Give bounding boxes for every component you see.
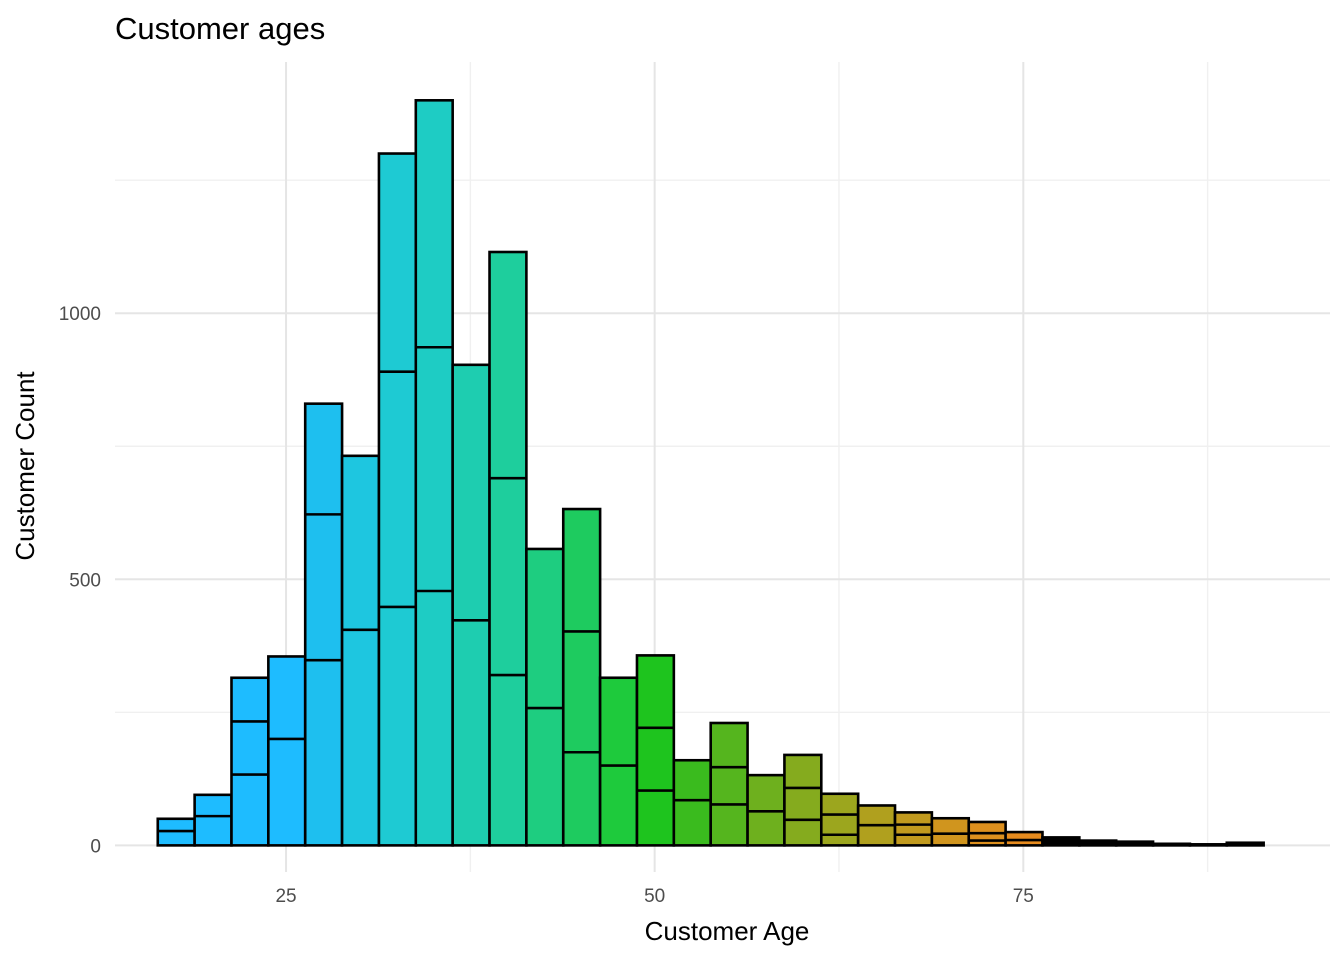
x-tick-label: 75 <box>1013 886 1034 907</box>
histogram-bar <box>893 811 934 847</box>
x-tick-label: 25 <box>275 886 296 907</box>
histogram-bar <box>1041 836 1081 847</box>
histogram-bar <box>525 547 565 847</box>
y-axis-label: Customer Count <box>10 371 40 561</box>
histogram-bar <box>1114 840 1155 847</box>
histogram-bar <box>303 402 344 847</box>
y-tick-label: 500 <box>69 570 101 591</box>
histogram-bar <box>377 152 418 847</box>
histogram-bar <box>1188 843 1229 847</box>
histogram-bar <box>1078 839 1118 847</box>
histogram-bar <box>1225 841 1265 847</box>
histogram-bar <box>709 721 749 847</box>
histogram-bar <box>267 655 307 847</box>
histogram-bar <box>561 507 602 847</box>
histogram-bar <box>414 99 454 847</box>
histogram-bar <box>672 758 713 847</box>
histogram-bar <box>230 676 270 847</box>
histogram-bar <box>635 654 676 847</box>
histogram-bar <box>1004 830 1044 847</box>
tick-labels: 25 50 75 0 500 1000 <box>59 304 1034 907</box>
x-axis-label: Customer Age <box>645 916 810 946</box>
y-tick-label: 0 <box>90 836 101 857</box>
histogram-bar <box>1151 842 1192 847</box>
histogram-bar <box>783 753 823 847</box>
y-tick-label: 1000 <box>59 304 101 325</box>
histogram-bar <box>819 792 860 847</box>
histogram-bar <box>598 676 639 847</box>
histogram-bar <box>193 793 233 847</box>
bars <box>156 99 1265 847</box>
x-tick-label: 50 <box>644 886 665 907</box>
histogram-bar <box>930 816 971 847</box>
histogram-bar <box>340 454 381 847</box>
histogram-bar <box>488 250 528 847</box>
histogram-bar <box>451 363 491 847</box>
chart-title: Customer ages <box>115 11 325 46</box>
